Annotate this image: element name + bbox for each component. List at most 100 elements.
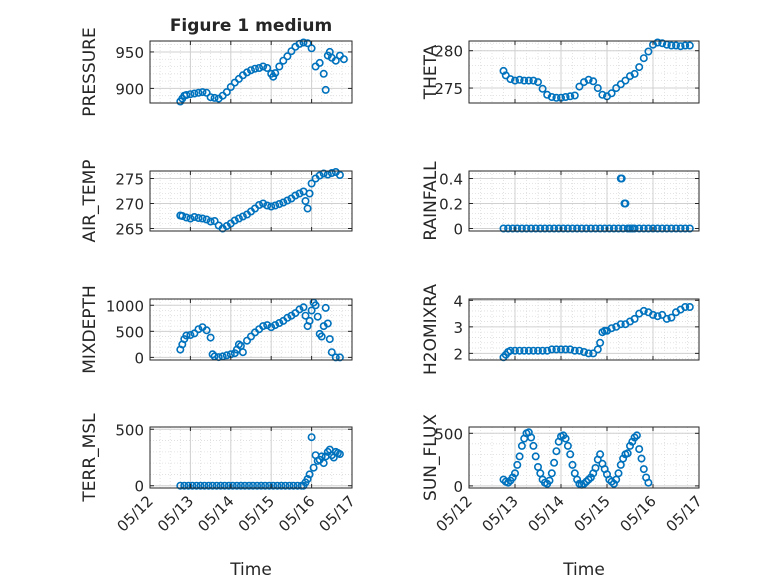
data-point — [614, 469, 623, 478]
data-point — [563, 224, 572, 233]
data-point — [527, 224, 536, 233]
data-point — [194, 214, 203, 223]
data-point — [644, 47, 653, 56]
x-tick-label: 05/16 — [617, 492, 660, 535]
y-tick-label: 4 — [453, 292, 463, 310]
data-point — [267, 202, 276, 211]
data-point — [222, 351, 231, 360]
data-point — [259, 199, 268, 208]
data-point — [563, 441, 572, 450]
axes-box — [149, 426, 353, 489]
data-point — [271, 321, 280, 330]
data-point — [568, 460, 577, 469]
data-point — [644, 224, 653, 233]
data-point — [257, 481, 266, 490]
data-point — [335, 171, 344, 180]
y-tick-label: 3 — [453, 319, 463, 337]
data-point — [577, 224, 586, 233]
data-point — [299, 38, 308, 47]
x-tick-label: 05/14 — [525, 492, 568, 535]
data-point — [238, 212, 247, 221]
data-point — [510, 76, 519, 85]
data-point — [222, 88, 231, 97]
data-point — [639, 224, 648, 233]
data-point — [637, 454, 646, 463]
data-point — [323, 319, 332, 328]
data-point — [275, 200, 284, 209]
data-point — [299, 303, 308, 312]
data-point — [600, 224, 609, 233]
data-point — [190, 89, 199, 98]
data-point — [243, 68, 252, 77]
data-point — [499, 224, 508, 233]
x-tick-label: 05/17 — [663, 492, 706, 535]
data-point — [573, 224, 582, 233]
data-point — [635, 63, 644, 72]
data-point — [681, 302, 690, 311]
data-point — [251, 64, 260, 73]
data-point — [621, 199, 630, 208]
data-point — [575, 346, 584, 355]
subplot-1: 900 950 PRESSURE — [80, 27, 353, 117]
data-point — [506, 346, 515, 355]
data-point — [671, 224, 680, 233]
data-point — [325, 335, 334, 344]
data-point — [529, 346, 538, 355]
y-tick-label: 0.2 — [439, 196, 463, 214]
data-point — [591, 463, 600, 472]
x-tick-label: 05/14 — [194, 492, 237, 535]
data-point — [545, 476, 554, 485]
data-point — [190, 329, 199, 338]
data-point — [210, 217, 219, 226]
data-point — [263, 201, 272, 210]
data-point — [301, 197, 310, 206]
x-tick-label: 05/17 — [316, 492, 359, 535]
data-point — [315, 171, 324, 180]
data-point — [301, 311, 310, 320]
data-point — [653, 312, 662, 321]
data-point — [639, 465, 648, 474]
data-point — [510, 346, 519, 355]
data-point — [598, 90, 607, 99]
data-point — [510, 469, 519, 478]
data-point — [540, 224, 549, 233]
axes-box — [468, 426, 700, 489]
y-tick-label: 275 — [434, 80, 463, 98]
data-point — [635, 445, 644, 454]
data-point — [263, 321, 272, 330]
data-point — [550, 458, 559, 467]
data-point — [531, 452, 540, 461]
data-point — [232, 481, 241, 490]
y-tick-label: 0 — [453, 221, 463, 239]
data-point — [178, 212, 187, 221]
data-point — [321, 85, 330, 94]
x-tick-label: 05/13 — [479, 492, 522, 535]
data-point — [208, 350, 217, 359]
y-axis-label: RAINFALL — [421, 161, 441, 241]
data-point — [180, 481, 189, 490]
data-point — [614, 224, 623, 233]
data-point — [568, 224, 577, 233]
y-tick-label: 265 — [115, 221, 144, 239]
data-point — [238, 348, 247, 357]
data-point — [303, 474, 312, 483]
data-point — [556, 345, 565, 354]
data-point — [658, 39, 667, 48]
data-point — [662, 314, 671, 323]
data-point — [305, 470, 314, 479]
axes-box — [149, 40, 353, 104]
data-point — [309, 463, 318, 472]
data-point — [196, 481, 205, 490]
data-point — [524, 346, 533, 355]
data-point — [188, 481, 197, 490]
data-point — [186, 214, 195, 223]
data-point — [582, 224, 591, 233]
subplot-6: 2 3 4 H2OMIXRA — [421, 284, 700, 375]
data-point — [517, 224, 526, 233]
data-point — [200, 481, 209, 490]
data-point — [273, 481, 282, 490]
data-point — [623, 449, 632, 458]
y-tick-label: 0 — [134, 349, 144, 367]
data-point — [545, 224, 554, 233]
